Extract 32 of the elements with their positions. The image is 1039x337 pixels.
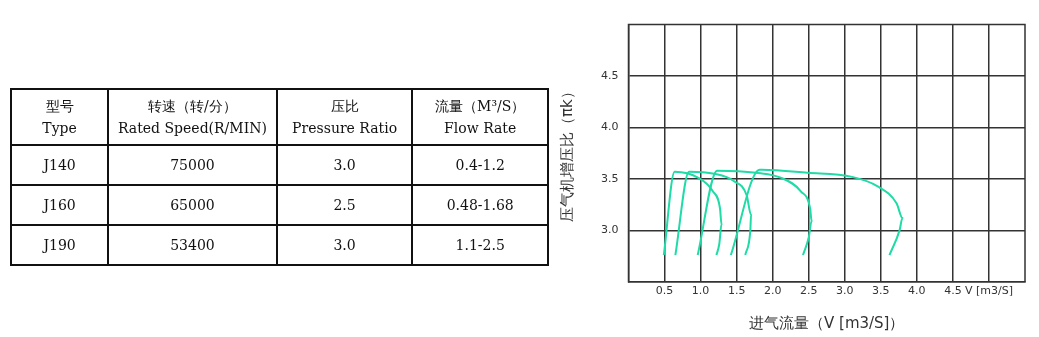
text: 75000 — [169, 156, 216, 175]
text: 3.0 — [332, 156, 357, 175]
text: 0.4-1.2 — [454, 156, 506, 175]
y-tick-label: 4.0 — [600, 120, 619, 134]
text: J190 — [41, 236, 77, 255]
x-tick-label: 0.5 — [655, 284, 674, 298]
x-tick-label: 3.5 — [872, 284, 890, 298]
x-tick-label: 4.0 — [908, 284, 926, 298]
text: 53400 — [169, 236, 216, 255]
text: 3.0 — [332, 236, 357, 255]
text: 1.1-2.5 — [454, 236, 506, 255]
x-tick-label: 4.5 — [944, 284, 962, 298]
x-tick-label: 1.0 — [691, 284, 710, 298]
y-tick-label: 3.0 — [600, 223, 619, 237]
text: 2.5 — [332, 196, 357, 215]
text: J140 — [41, 156, 77, 175]
text: 转速（转/分） Rated Speed(R/MIN) — [117, 97, 268, 138]
x-tick-label: 2.0 — [763, 284, 782, 298]
text: J160 — [41, 196, 77, 215]
text: 流量（M³/S） Flow Rate — [434, 97, 527, 138]
y-tick-label: 3.5 — [600, 171, 619, 185]
text: 65000 — [169, 196, 216, 215]
x-tick-label: 3.0 — [836, 284, 854, 298]
text: 0.48-1.68 — [445, 196, 515, 215]
x-tick-label: V [m3/S] — [964, 284, 1013, 298]
text: 型号 Type — [41, 97, 78, 138]
x-tick-label: 1.5 — [727, 284, 746, 298]
y-tick-label: 4.5 — [600, 68, 619, 82]
x-tick-label: 2.5 — [799, 284, 818, 298]
text: 压比 Pressure Ratio — [291, 97, 399, 138]
y-axis-title: 压气机增压比（πk） — [557, 84, 576, 223]
x-axis-title: 进气流量（V [m3/S]） — [749, 313, 905, 332]
